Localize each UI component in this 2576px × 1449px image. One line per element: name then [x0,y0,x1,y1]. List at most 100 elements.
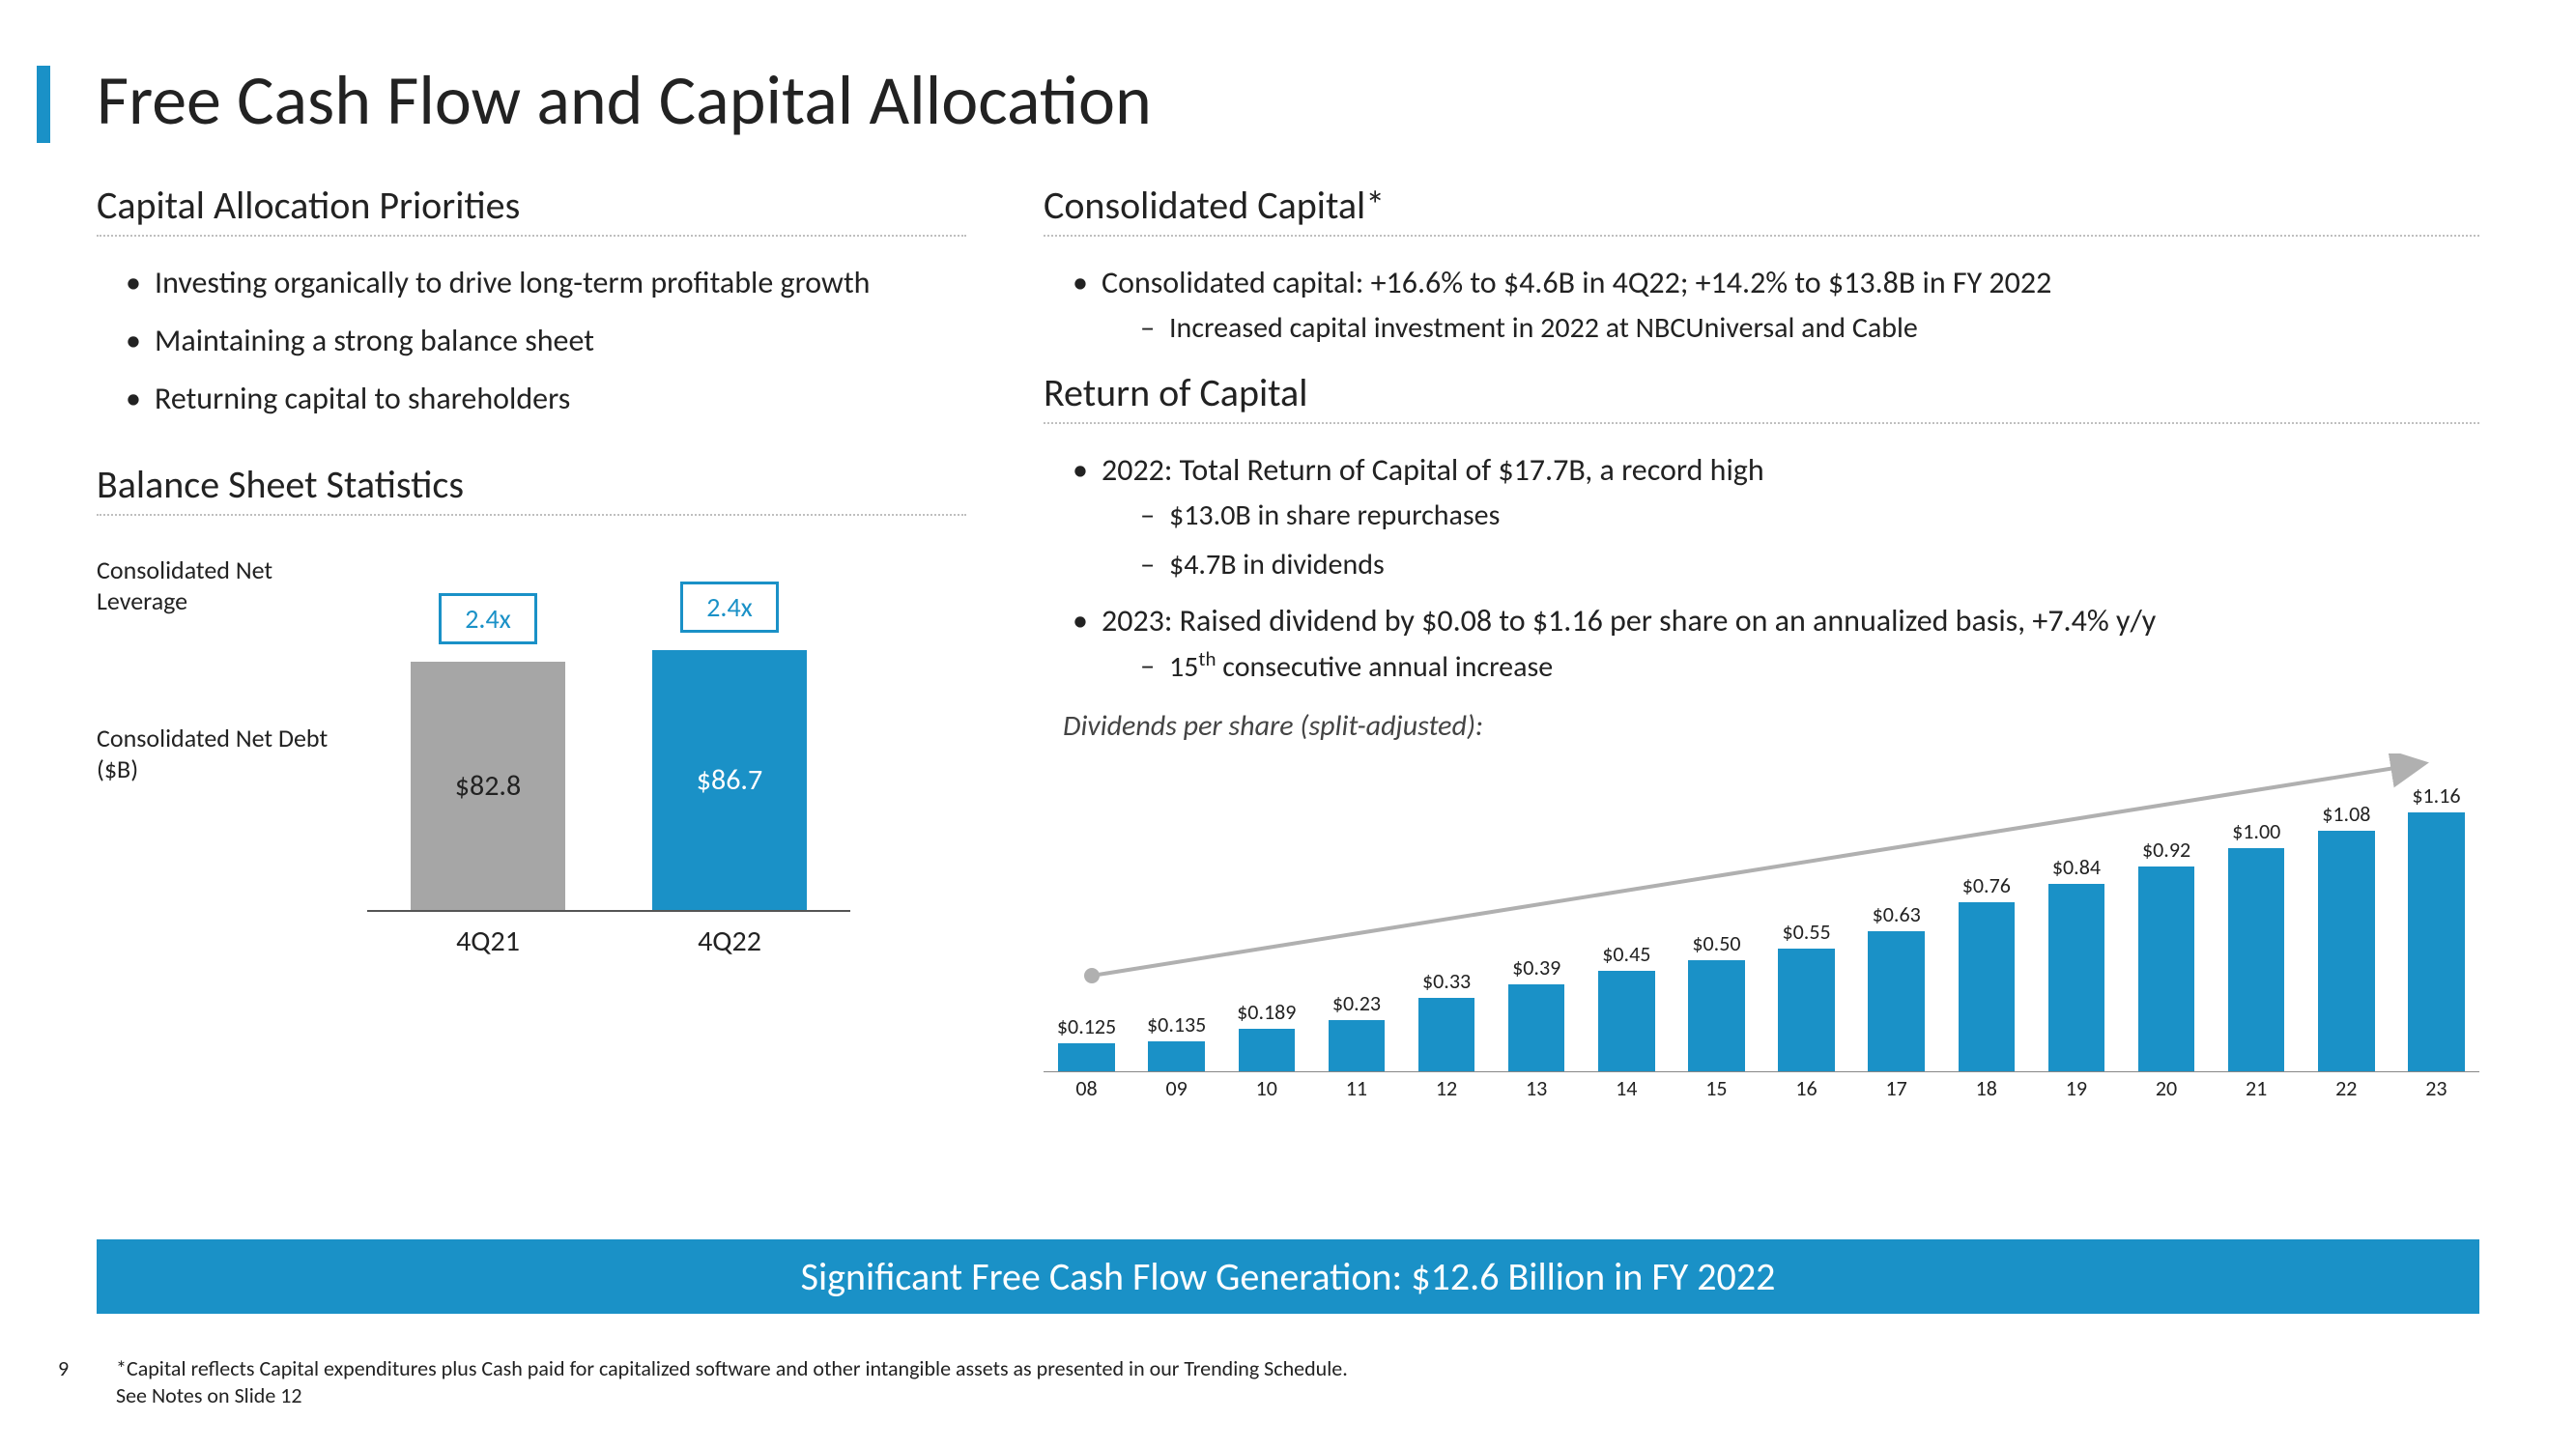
balance-heading: Balance Sheet Statistics [97,461,966,508]
dividend-value-label: $0.63 [1873,901,1921,927]
footer: 9 *Capital reflects Capital expenditures… [58,1355,2479,1410]
dividend-value-label: $0.125 [1057,1013,1116,1039]
priorities-heading: Capital Allocation Priorities [97,182,966,229]
page-number: 9 [58,1355,87,1410]
debt-bar: $82.8 [411,662,565,910]
dividend-bar-col: $0.45 [1588,941,1666,1071]
consolidated-text: Consolidated capital: +16.6% to $4.6B in… [1102,264,2051,301]
dividend-value-label: $0.76 [1962,872,2011,898]
dividend-value-label: $0.45 [1602,941,1650,967]
dividend-bar [1868,931,1924,1071]
dividend-category: 21 [2218,1075,2296,1101]
dividend-value-label: $1.00 [2232,818,2280,844]
dividend-bar [1778,949,1834,1071]
dividends-chart: $0.125 $0.135 $0.189 $0.23 $0.33 $0.39 $0.45 $0… [1044,753,2479,1101]
dividends-bars: $0.125 $0.135 $0.189 $0.23 $0.33 $0.39 $0.45 $0… [1044,782,2479,1072]
dividend-bar [2318,831,2374,1071]
balance-row-labels: Consolidated Net Leverage Consolidated N… [97,545,348,784]
page-title: Free Cash Flow and Capital Allocation [97,58,2479,143]
dividend-category: 08 [1047,1075,1126,1101]
dividend-bar [2048,884,2104,1071]
balance-category: 4Q21 [401,923,575,959]
divider [97,235,966,237]
dividend-bar-col: $0.84 [2037,854,2115,1071]
dividend-value-label: $0.39 [1512,954,1560,980]
dividend-category: 19 [2037,1075,2115,1101]
slide: Free Cash Flow and Capital Allocation Ca… [0,0,2576,1449]
dividend-bar [1959,902,2015,1071]
dividend-bar-col: $1.00 [2218,818,2296,1071]
return-heading: Return of Capital [1044,369,2479,416]
dividend-category: 14 [1588,1075,1666,1101]
dividend-value-label: $0.50 [1692,930,1740,956]
return-sub-item: $13.0B in share repurchases [1140,494,2479,537]
dividend-bar [1508,984,1564,1071]
dividend-bar [1148,1041,1204,1071]
divider [1044,235,2479,237]
dividend-value-label: $0.189 [1237,999,1296,1025]
dividend-bar-col: $0.33 [1408,968,1486,1071]
balance-bars: 2.4x $82.8 2.4x $86.7 [367,545,850,912]
balance-chart: 2.4x $82.8 2.4x $86.7 4Q21 4Q22 [367,545,850,959]
priority-item: Returning capital to shareholders [126,376,966,422]
leverage-box: 2.4x [680,582,779,633]
ord-post: consecutive annual increase [1216,649,1554,685]
dividend-category: 22 [2307,1075,2386,1101]
return-sub: 15th consecutive annual increase [1102,644,2479,689]
dividend-value-label: $0.135 [1147,1011,1206,1037]
dividend-bar-col: $0.76 [1947,872,2025,1071]
columns: Capital Allocation Priorities Investing … [97,182,2479,1101]
dividend-bar [1239,1029,1295,1071]
dividend-bar-col: $1.16 [2397,782,2476,1071]
dividend-bar [1688,960,1744,1071]
dividends-categories: 08091011121314151617181920212223 [1044,1075,2479,1101]
footnote-line: *Capital reflects Capital expenditures p… [116,1355,2479,1383]
consolidated-heading: Consolidated Capital* [1044,182,2479,229]
return-sub-item: 15th consecutive annual increase [1140,644,2479,689]
dividend-bar-col: $0.125 [1047,1013,1126,1071]
dividend-bar-col: $0.55 [1767,919,1846,1071]
dividend-bar [1058,1043,1114,1071]
dividend-category: 13 [1498,1075,1576,1101]
ord-pre: 15 [1169,649,1198,685]
priorities-list: Investing organically to drive long-term… [97,260,966,422]
right-column: Consolidated Capital* Consolidated capit… [1044,182,2479,1101]
dividend-category: 12 [1408,1075,1486,1101]
dividend-bar-col: $0.63 [1857,901,1935,1071]
dividend-value-label: $0.55 [1782,919,1830,945]
dividend-category: 11 [1317,1075,1395,1101]
dividend-category: 10 [1227,1075,1305,1101]
leverage-label: Consolidated Net Leverage [97,554,348,616]
balance-categories: 4Q21 4Q22 [367,923,850,959]
dividend-category: 16 [1767,1075,1846,1101]
dividend-bar-col: $0.39 [1498,954,1576,1071]
dividend-value-label: $1.08 [2322,801,2370,827]
return-text: 2022: Total Return of Capital of $17.7B,… [1102,451,1764,489]
dividend-bar-col: $0.92 [2128,837,2206,1071]
dividend-category: 20 [2128,1075,2206,1101]
dividend-bar-col: $1.08 [2307,801,2386,1071]
leverage-box: 2.4x [439,593,537,644]
dividend-bar-col: $0.135 [1137,1011,1216,1071]
dividend-category: 09 [1137,1075,1216,1101]
return-bullet: 2022: Total Return of Capital of $17.7B,… [1073,447,2479,586]
banner: Significant Free Cash Flow Generation: $… [97,1239,2479,1314]
return-sub: $13.0B in share repurchases $4.7B in div… [1102,494,2479,586]
divider [97,514,966,516]
return-sub-item: $4.7B in dividends [1140,543,2479,586]
dividend-bar-col: $0.23 [1317,990,1395,1071]
balance-category: 4Q22 [643,923,816,959]
divider [1044,422,2479,424]
dividend-bar [1329,1020,1385,1071]
return-list: 2022: Total Return of Capital of $17.7B,… [1044,447,2479,689]
debt-bar: $86.7 [652,650,807,910]
dividend-value-label: $0.33 [1422,968,1471,994]
dividend-bar [2408,812,2464,1071]
consolidated-bullet: Consolidated capital: +16.6% to $4.6B in… [1073,260,2479,350]
dividend-bar [1418,998,1474,1071]
priority-item: Investing organically to drive long-term… [126,260,966,306]
balance-bar-col: 2.4x $82.8 [401,593,575,910]
dividend-value-label: $1.16 [2412,782,2460,809]
balance-chart-wrap: Consolidated Net Leverage Consolidated N… [97,545,966,959]
consolidated-list: Consolidated capital: +16.6% to $4.6B in… [1044,260,2479,350]
